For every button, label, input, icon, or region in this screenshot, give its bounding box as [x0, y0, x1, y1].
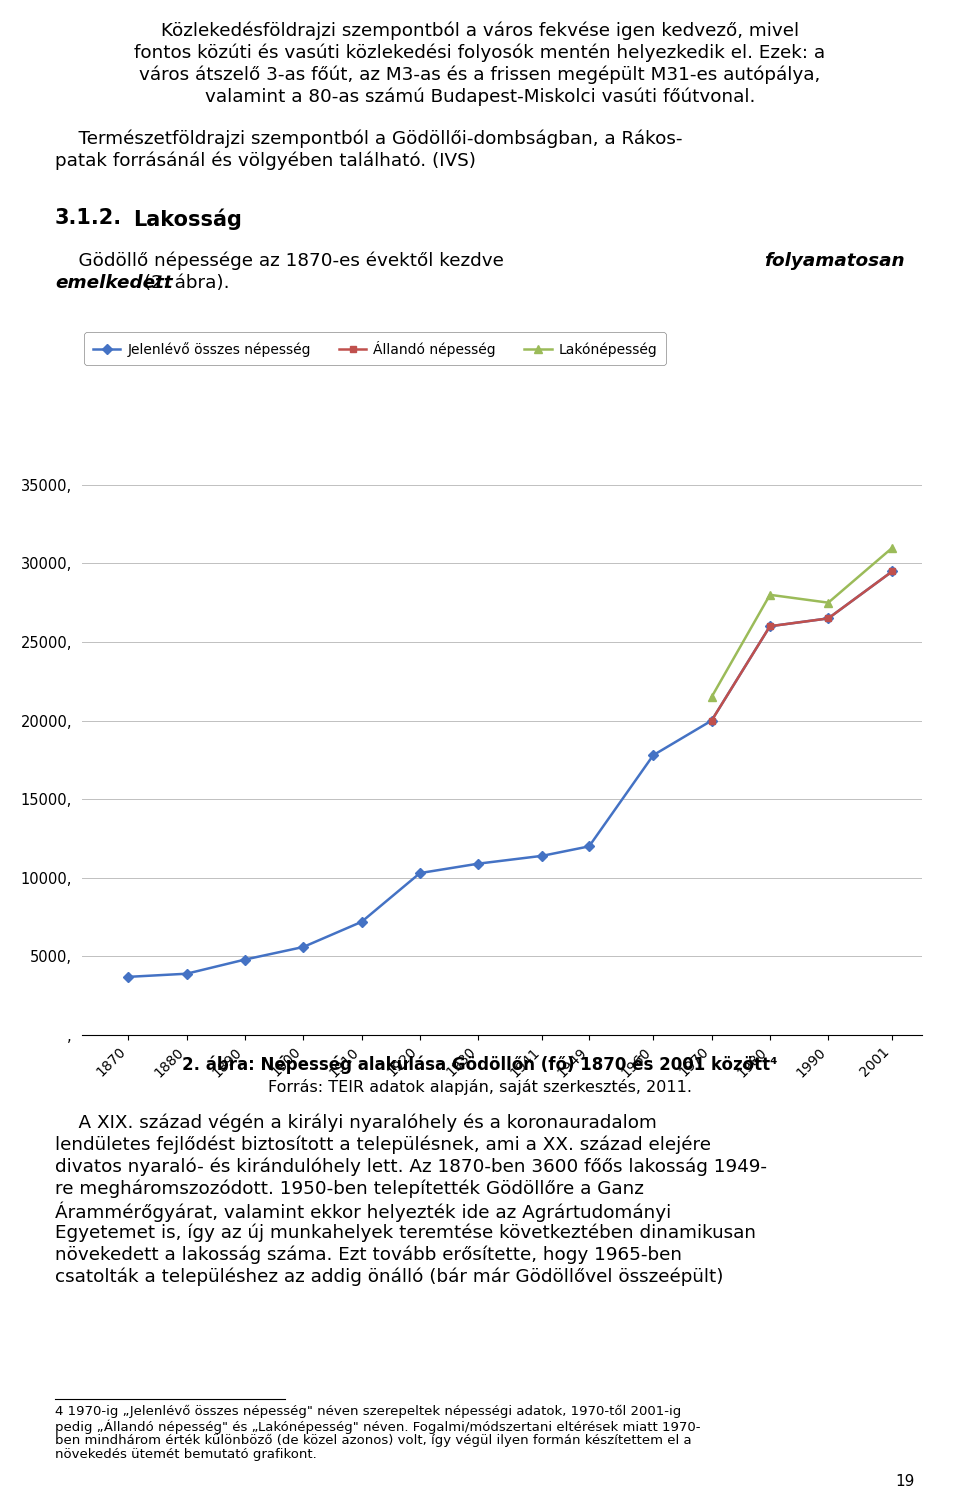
- Állandó népesség: [887, 562, 899, 580]
- Text: 19: 19: [896, 1475, 915, 1488]
- Jelenlévő összes népesség: [414, 864, 425, 882]
- Jelenlévő összes népesség: [823, 609, 834, 627]
- Jelenlévő összes népesség: [764, 616, 776, 635]
- Jelenlévő összes népesség: [356, 913, 368, 931]
- Text: Gödöllő népessége az 1870-es évektől kezdve: Gödöllő népessége az 1870-es évektől kez…: [55, 252, 510, 270]
- Legend: Jelenlévő összes népesség, Állandó népesség, Lakónépesség: Jelenlévő összes népesség, Állandó népes…: [84, 332, 665, 366]
- Jelenlévő összes népesség: [887, 562, 899, 580]
- Text: emelkedett: emelkedett: [55, 273, 173, 292]
- Lakónépesség: [764, 586, 776, 604]
- Text: fontos közúti és vasúti közlekedési folyosók mentén helyezkedik el. Ezek: a: fontos közúti és vasúti közlekedési foly…: [134, 42, 826, 62]
- Text: 2. ábra: Népesség alakulása Gödöllőn (fő) 1870 és 2001 között⁴: 2. ábra: Népesség alakulása Gödöllőn (fő…: [182, 1055, 778, 1073]
- Text: 4 1970-ig „Jelenlévő összes népesség" néven szerepeltek népességi adatok, 1970-t: 4 1970-ig „Jelenlévő összes népesség" né…: [55, 1405, 682, 1419]
- Text: növekedett a lakosság száma. Ezt tovább erősítette, hogy 1965-ben: növekedett a lakosság száma. Ezt tovább …: [55, 1245, 682, 1263]
- Text: patak forrásánál és völgyében található. (IVS): patak forrásánál és völgyében található.…: [55, 151, 476, 169]
- Text: folyamatosan: folyamatosan: [764, 252, 905, 270]
- Lakónépesség: [706, 688, 717, 706]
- Text: Árammérőgyárat, valamint ekkor helyezték ide az Agrártudományi: Árammérőgyárat, valamint ekkor helyezték…: [55, 1201, 671, 1221]
- Text: re megháromszozódott. 1950-ben telepítették Gödöllőre a Ganz: re megháromszozódott. 1950-ben telepítet…: [55, 1179, 644, 1198]
- Állandó népesség: [823, 609, 834, 627]
- Text: Természetföldrajzi szempontból a Gödöllői-dombságban, a Rákos-: Természetföldrajzi szempontból a Gödöllő…: [55, 128, 683, 148]
- Text: 3.1.2.: 3.1.2.: [55, 209, 122, 228]
- Text: ben mindhárom érték különböző (de közel azonos) volt, így végül ilyen formán kés: ben mindhárom érték különböző (de közel …: [55, 1434, 691, 1446]
- Jelenlévő összes népesség: [239, 950, 251, 969]
- Állandó népesség: [764, 616, 776, 635]
- Text: Közlekedésföldrajzi szempontból a város fekvése igen kedvező, mivel: Közlekedésföldrajzi szempontból a város …: [161, 21, 799, 39]
- Line: Állandó népesség: Állandó népesség: [708, 568, 896, 724]
- Text: város átszelő 3-as főút, az M3-as és a frissen megépült M31-es autópálya,: város átszelő 3-as főút, az M3-as és a f…: [139, 65, 821, 83]
- Jelenlévő összes népesség: [472, 855, 484, 873]
- Line: Lakónépesség: Lakónépesség: [708, 544, 897, 701]
- Jelenlévő összes népesség: [298, 938, 309, 956]
- Text: lendületes fejlődést biztosított a településnek, ami a XX. század elejére: lendületes fejlődést biztosított a telep…: [55, 1135, 711, 1153]
- Jelenlévő összes népesség: [180, 964, 192, 982]
- Text: Egyetemet is, így az új munkahelyek teremtése következtében dinamikusan: Egyetemet is, így az új munkahelyek tere…: [55, 1222, 756, 1242]
- Line: Jelenlévő összes népesség: Jelenlévő összes népesség: [125, 568, 896, 981]
- Állandó népesség: [706, 712, 717, 730]
- Jelenlévő összes népesség: [647, 746, 659, 765]
- Jelenlévő összes népesség: [584, 837, 595, 855]
- Text: csatolták a településhez az addig önálló (bár már Gödöllővel összeépült): csatolták a településhez az addig önálló…: [55, 1268, 724, 1286]
- Text: valamint a 80-as számú Budapest-Miskolci vasúti főútvonal.: valamint a 80-as számú Budapest-Miskolci…: [204, 88, 756, 106]
- Jelenlévő összes népesség: [537, 846, 548, 864]
- Text: A XIX. század végén a királyi nyaralóhely és a koronauradalom: A XIX. század végén a királyi nyaralóhel…: [55, 1114, 657, 1132]
- Jelenlévő összes népesség: [706, 712, 717, 730]
- Lakónépesség: [823, 594, 834, 612]
- Lakónépesség: [887, 538, 899, 556]
- Text: Forrás: TEIR adatok alapján, saját szerkesztés, 2011.: Forrás: TEIR adatok alapján, saját szerk…: [268, 1079, 692, 1095]
- Text: divatos nyaraló- és kirándulóhely lett. Az 1870-ben 3600 főős lakosság 1949-: divatos nyaraló- és kirándulóhely lett. …: [55, 1157, 767, 1176]
- Text: növekedés ütemét bemutató grafikont.: növekedés ütemét bemutató grafikont.: [55, 1448, 317, 1461]
- Text: Lakosság: Lakosság: [133, 209, 242, 230]
- Text: (2. ábra).: (2. ábra).: [138, 273, 229, 292]
- Jelenlévő összes népesség: [123, 967, 134, 985]
- Text: pedig „Állandó népesség" és „Lakónépesség" néven. Fogalmi/módszertani eltérések : pedig „Állandó népesség" és „Lakónépessé…: [55, 1419, 701, 1434]
